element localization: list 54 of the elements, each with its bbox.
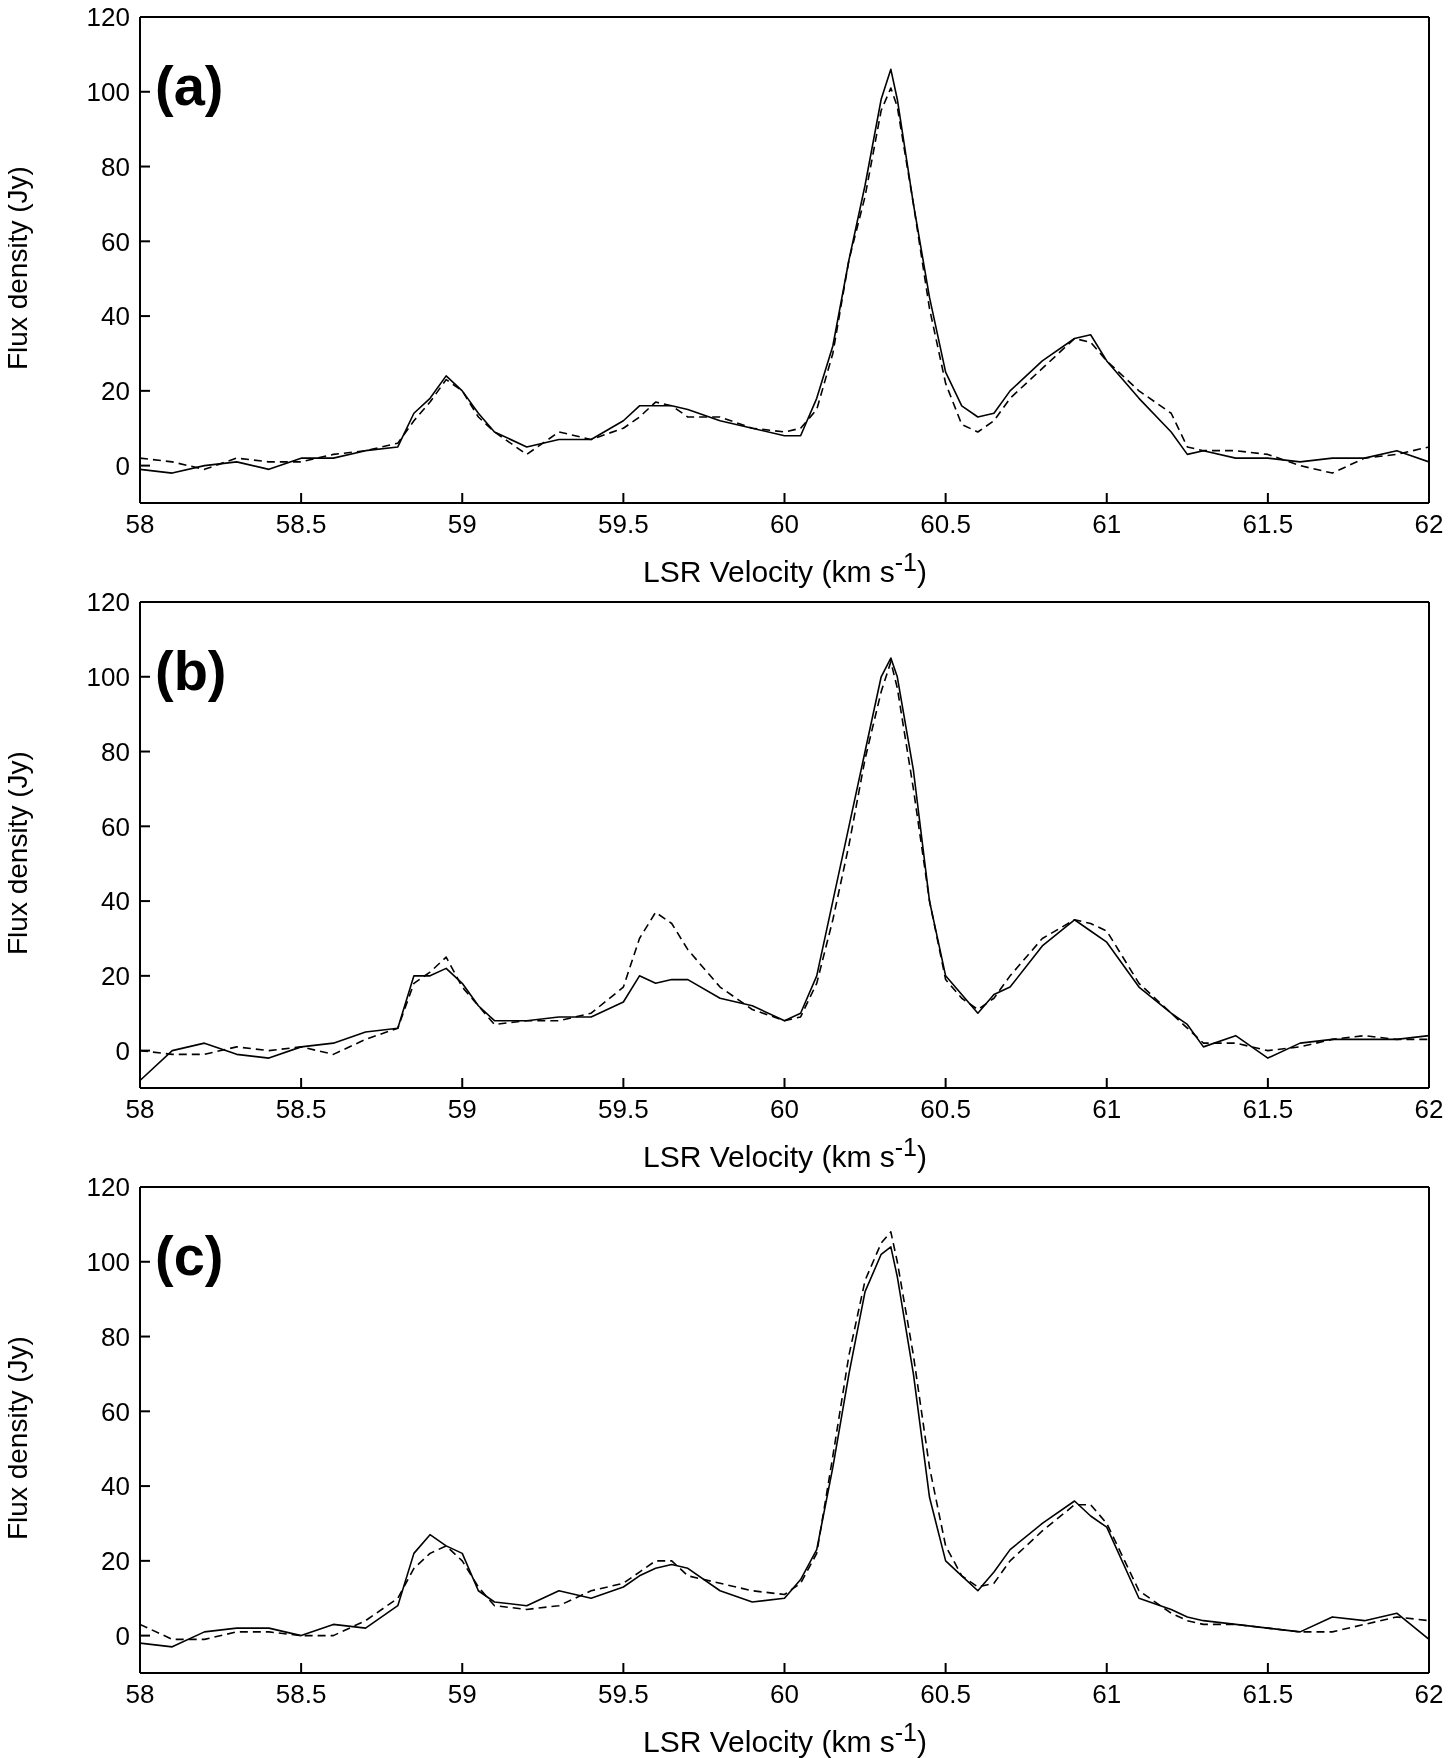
y-tick-label: 100: [86, 1247, 130, 1277]
annotation: (b): [155, 638, 227, 703]
x-tick-label: 60.5: [920, 1679, 971, 1710]
x-tick-label: 59: [447, 1679, 477, 1710]
y-tick-label: 120: [86, 587, 130, 618]
x-tick-label: 59.5: [598, 1679, 649, 1710]
y-tick-label: 40: [101, 886, 130, 917]
y-tick-label: 20: [101, 376, 130, 407]
x-tick-label: 60.5: [920, 509, 971, 540]
x-tick-label: 58.5: [275, 1679, 327, 1710]
x-tick-label: 62: [1414, 509, 1444, 540]
y-tick-label: 60: [101, 811, 130, 842]
y-tick-label: 100: [86, 77, 130, 107]
x-tick-label: 61: [1092, 1679, 1122, 1710]
y-tick-label: 40: [101, 1471, 130, 1502]
x-tick-label: 62: [1414, 1094, 1444, 1125]
x-axis-title: LSR Velocity (km s$^{-1}$): [642, 1718, 928, 1758]
y-tick-label: 120: [86, 1172, 130, 1203]
x-tick-label: 60: [770, 1679, 799, 1710]
x-tick-label: 58.5: [275, 1094, 327, 1125]
x-tick-label: 61: [1092, 1094, 1122, 1125]
x-tick-label: 59: [447, 1094, 477, 1125]
y-tick-label: 120: [86, 2, 130, 33]
x-tick-label: 61.5: [1242, 1679, 1294, 1710]
x-tick-label: 60: [770, 509, 799, 540]
x-tick-label: 59.5: [598, 509, 649, 540]
y-tick-label: 80: [101, 1321, 130, 1352]
x-tick-label: 61.5: [1242, 509, 1294, 540]
x-tick-label: 60.5: [920, 1094, 971, 1125]
x-tick-label: 61.5: [1242, 1094, 1294, 1125]
x-tick-label: 61: [1092, 509, 1122, 540]
annotation: (a): [155, 53, 224, 118]
x-tick-label: 58.5: [275, 509, 327, 540]
y-tick-label: 80: [101, 151, 130, 182]
x-tick-label: 58: [125, 509, 155, 540]
y-tick-label: 20: [101, 961, 130, 992]
y-tick-label: 80: [101, 736, 130, 767]
x-tick-label: 59: [447, 509, 477, 540]
x-axis-title: LSR Velocity (km s$^{-1}$): [642, 1133, 928, 1174]
y-tick-label: 0: [115, 1035, 130, 1066]
y-tick-label: 60: [101, 226, 130, 257]
annotation: (c): [155, 1223, 224, 1288]
y-tick-label: 0: [115, 450, 130, 481]
x-tick-label: 60: [770, 1094, 799, 1125]
x-tick-label: 59.5: [598, 1094, 649, 1125]
y-tick-label: 100: [86, 662, 130, 692]
y-tick-label: 60: [101, 1396, 130, 1427]
x-tick-label: 58: [125, 1094, 155, 1125]
x-tick-label: 62: [1414, 1679, 1444, 1710]
y-tick-label: 40: [101, 301, 130, 332]
x-tick-label: 58: [125, 1679, 155, 1710]
x-axis-title: LSR Velocity (km s$^{-1}$): [642, 548, 928, 589]
y-tick-label: 0: [115, 1620, 130, 1651]
y-tick-label: 20: [101, 1546, 130, 1577]
